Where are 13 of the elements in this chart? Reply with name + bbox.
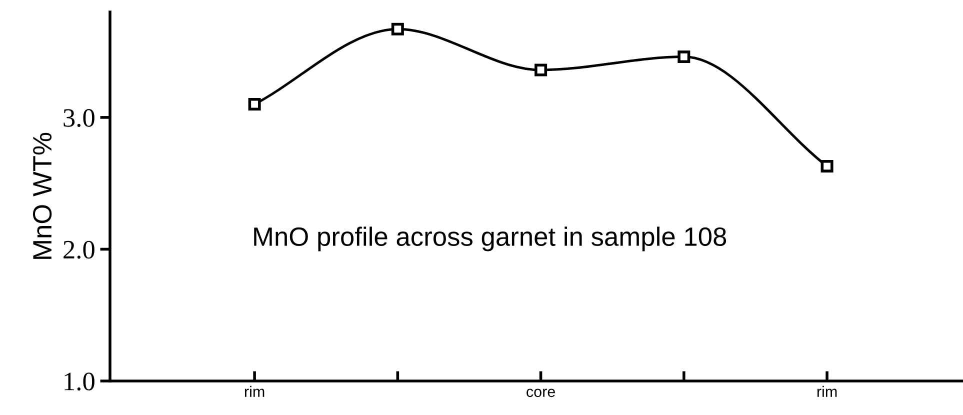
x-tick-label: rim [817, 386, 837, 397]
point [248, 98, 261, 110]
y-tick-label: 3.0 [64, 109, 94, 127]
point [391, 22, 404, 36]
annotation: MnO profile across garnet in sample 108 [254, 226, 726, 252]
x-tick-label: core [526, 388, 555, 398]
point [678, 50, 690, 64]
x-tick-label: rim [244, 386, 264, 397]
point [820, 160, 834, 172]
y-axis-title: MnO WT% [32, 132, 52, 259]
y-tick-label: 2.0 [64, 240, 94, 259]
y-tick-label: 1.0 [64, 372, 94, 391]
point [534, 64, 548, 76]
